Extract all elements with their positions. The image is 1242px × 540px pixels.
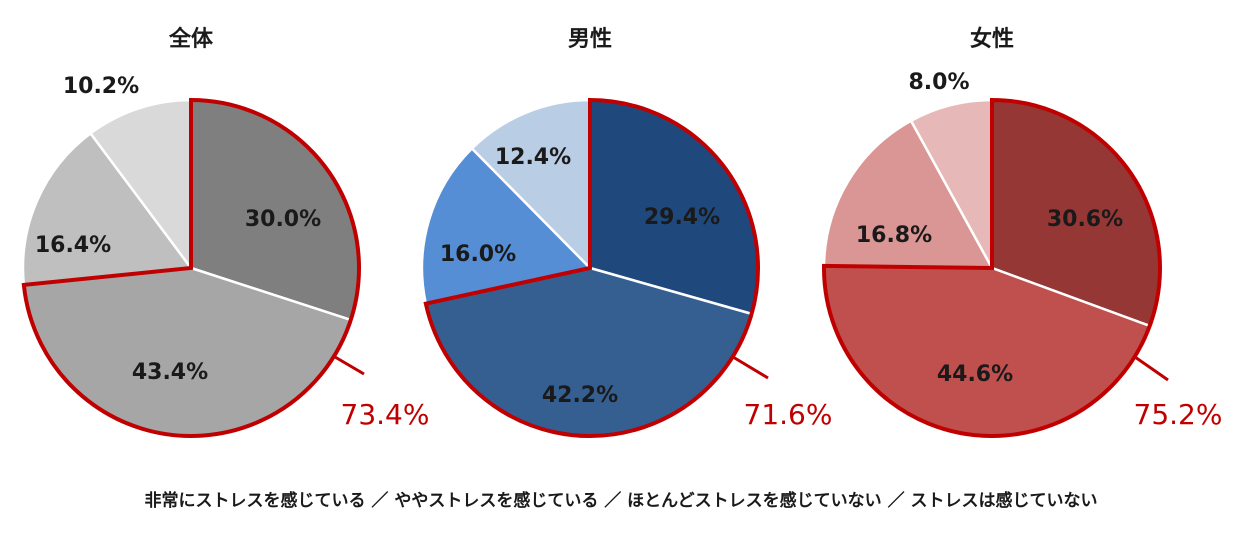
slice-label: 43.4% — [132, 360, 208, 385]
chart-title: 女性 — [970, 26, 1014, 52]
highlight-total: 71.6% — [744, 398, 833, 431]
legend: 非常にストレスを感じている ／ ややストレスを感じている ／ ほとんどストレスを… — [144, 491, 1098, 511]
slice-label: 44.6% — [937, 362, 1013, 387]
slice-label: 42.2% — [542, 383, 618, 408]
highlight-outline — [21, 97, 361, 438]
highlight-total: 73.4% — [341, 398, 430, 431]
pie-slice — [420, 147, 592, 305]
chart-title: 男性 — [568, 27, 612, 52]
slice-label: 30.6% — [1047, 207, 1123, 232]
slice-label: 16.4% — [35, 233, 111, 258]
slice-label: 12.4% — [495, 145, 571, 170]
total-leader-line — [334, 355, 365, 376]
pie-slice — [822, 119, 994, 270]
slice-label: 10.2% — [63, 74, 139, 99]
chart-title: 全体 — [168, 26, 214, 52]
pie-slice — [89, 98, 193, 270]
highlight-outline — [822, 97, 1162, 438]
highlight-total: 75.2% — [1134, 398, 1223, 431]
slice-label: 8.0% — [908, 70, 969, 95]
slice-label: 29.4% — [644, 205, 720, 230]
pie-chart-2: 男性 29.4% 42.2% 16.0% 12.4% 71.6% — [420, 27, 833, 438]
total-leader-line — [1134, 355, 1169, 382]
slice-label: 30.0% — [245, 207, 321, 232]
highlight-outline — [423, 97, 760, 438]
pie-chart-1: 全体 30.0% 43.4% 16.4% 10.2% 73.4% — [21, 26, 430, 438]
pie-slice — [21, 132, 193, 287]
slice-label: 16.8% — [856, 223, 932, 248]
pie-chart-3: 女性 30.6% 44.6% 16.8% 8.0% 75.2% — [822, 26, 1223, 438]
total-leader-line — [732, 355, 769, 380]
slice-label: 16.0% — [440, 242, 516, 267]
pie-slice — [470, 98, 592, 270]
